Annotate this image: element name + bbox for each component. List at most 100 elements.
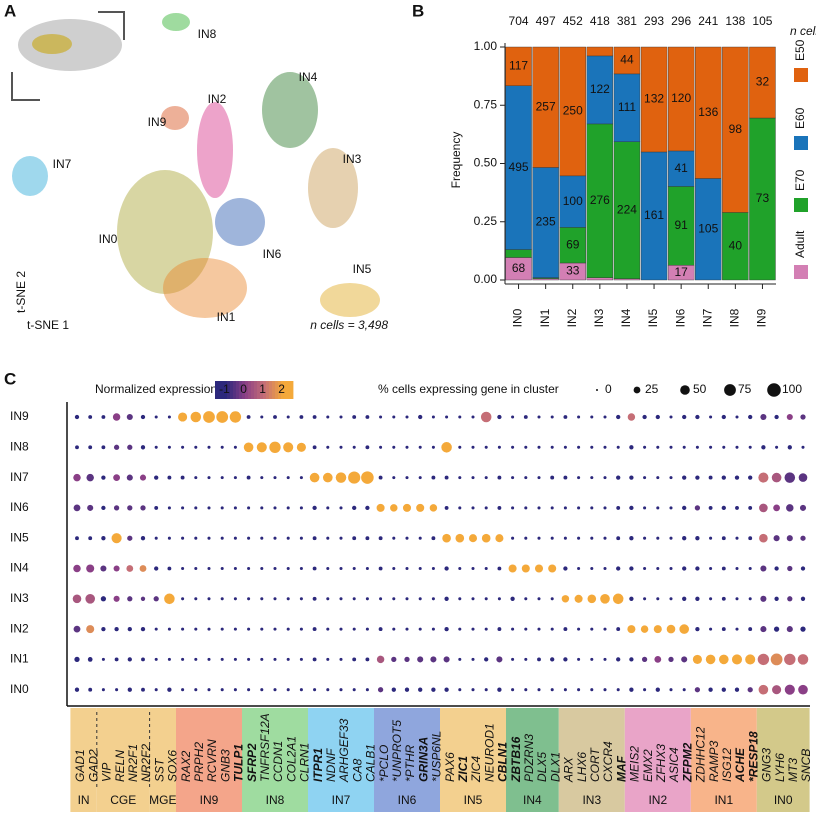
dot xyxy=(233,688,237,692)
dot xyxy=(190,411,202,423)
dot xyxy=(273,657,277,661)
cluster-label: IN6 xyxy=(263,247,282,261)
dot xyxy=(220,566,224,571)
dot xyxy=(708,475,713,480)
dot xyxy=(207,536,211,540)
legend-title: n cells xyxy=(790,24,816,38)
dot xyxy=(405,627,409,631)
dot xyxy=(563,475,568,480)
gene-label: ZFPM2 xyxy=(680,742,694,783)
dot xyxy=(88,415,93,419)
dot xyxy=(431,687,436,692)
dot xyxy=(577,566,581,571)
cluster-label: IN3 xyxy=(343,152,362,166)
size-legend-dot xyxy=(680,385,690,395)
dot xyxy=(643,536,647,540)
dot xyxy=(418,476,422,480)
n-cells-label: 381 xyxy=(617,14,637,28)
dot xyxy=(348,471,361,484)
dot xyxy=(207,445,211,449)
dot xyxy=(127,626,132,632)
dot xyxy=(194,627,198,631)
dot xyxy=(511,657,515,661)
dot xyxy=(524,445,528,449)
cluster-region xyxy=(308,148,358,228)
dot xyxy=(471,627,475,631)
dot xyxy=(154,505,159,510)
data-label: 250 xyxy=(563,104,583,118)
dot xyxy=(695,536,700,541)
bar-segment xyxy=(559,175,586,228)
gene-group-label: IN0 xyxy=(774,793,793,807)
dot xyxy=(86,473,94,482)
dot xyxy=(735,536,739,540)
dot xyxy=(127,535,133,541)
data-label: 224 xyxy=(617,202,637,216)
dot xyxy=(326,536,330,540)
dot xyxy=(72,594,82,604)
dot xyxy=(524,657,528,661)
row-label: IN3 xyxy=(10,591,29,605)
data-label: 122 xyxy=(590,82,610,96)
colorbar-step xyxy=(284,381,288,399)
gene-label: NDNF xyxy=(324,748,338,782)
dot xyxy=(167,506,171,510)
legend-label: E60 xyxy=(793,107,807,129)
dot xyxy=(484,566,488,571)
dot xyxy=(577,688,581,692)
dot xyxy=(181,536,185,540)
dot xyxy=(243,442,254,453)
dot xyxy=(629,505,634,511)
colorbar-step xyxy=(224,381,228,399)
dot xyxy=(495,534,504,543)
dot xyxy=(260,476,264,480)
dot xyxy=(429,504,438,512)
dot xyxy=(666,624,676,634)
dot xyxy=(405,415,409,419)
dot xyxy=(326,627,330,631)
dot xyxy=(405,597,409,601)
colorbar-step xyxy=(266,381,270,399)
dot xyxy=(444,475,449,480)
colorbar-step xyxy=(275,381,279,399)
gene-label: ISG12 xyxy=(720,748,734,782)
dot xyxy=(352,445,356,449)
dot xyxy=(800,566,806,571)
colorbar-step xyxy=(278,381,282,399)
legend-label: E70 xyxy=(793,169,807,191)
dot xyxy=(286,566,290,571)
dot xyxy=(745,654,756,665)
dot xyxy=(444,687,449,692)
panel-label: B xyxy=(412,1,424,20)
dot xyxy=(273,476,277,480)
dot xyxy=(484,476,488,480)
gene-group-band xyxy=(506,708,559,812)
colorbar-step xyxy=(254,381,258,399)
dot xyxy=(590,688,594,692)
gene-group-band xyxy=(70,708,97,812)
gene-label: *PTHR xyxy=(403,744,417,782)
dot xyxy=(508,564,517,573)
dot xyxy=(669,415,673,419)
dot xyxy=(286,506,290,510)
x-tick-label: IN5 xyxy=(646,308,660,327)
dot xyxy=(392,536,396,540)
dot xyxy=(127,596,133,602)
dot xyxy=(537,415,541,419)
gene-group-label: IN9 xyxy=(200,793,219,807)
dot xyxy=(326,506,330,510)
dot xyxy=(709,415,713,419)
legend-swatch xyxy=(794,68,808,82)
dot xyxy=(629,536,634,541)
dot xyxy=(100,565,107,572)
dot xyxy=(497,597,501,601)
bar-segment xyxy=(586,46,614,57)
dot xyxy=(247,597,251,601)
dot xyxy=(800,535,806,541)
dot xyxy=(339,688,343,692)
dot xyxy=(484,445,488,449)
dot xyxy=(286,627,290,631)
gene-group-label: IN1 xyxy=(714,793,733,807)
dot xyxy=(260,597,264,601)
